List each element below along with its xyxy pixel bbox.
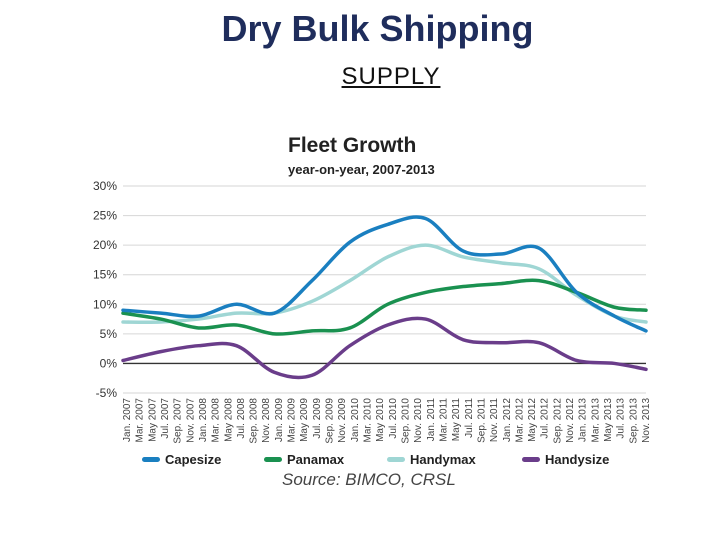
- x-tick-label: Jan. 2008: [198, 398, 209, 442]
- y-tick-label: 5%: [100, 327, 118, 341]
- x-tick-label: Nov. 2007: [185, 398, 196, 443]
- x-tick-label: Sep. 2007: [173, 398, 184, 444]
- legend-swatch-handysize: [522, 457, 540, 462]
- x-tick-label: Nov. 2012: [565, 398, 576, 443]
- y-tick-label: 15%: [93, 268, 117, 282]
- x-tick-label: May 2009: [299, 398, 310, 442]
- legend-label-panamax: Panamax: [287, 452, 345, 467]
- x-tick-label: Nov. 2010: [413, 398, 424, 443]
- x-tick-label: Nov. 2008: [261, 398, 272, 443]
- x-tick-label: Nov. 2013: [641, 398, 652, 443]
- x-tick-label: Jul. 2011: [464, 398, 475, 438]
- x-tick-label: Jan. 2009: [274, 398, 285, 442]
- x-tick-label: Jan. 2012: [502, 398, 513, 442]
- chart-subtitle: year-on-year, 2007-2013: [288, 162, 435, 177]
- legend-label-handysize: Handysize: [545, 452, 610, 467]
- x-tick-label: Jan. 2011: [426, 398, 437, 442]
- x-tick-label: Jan. 2007: [122, 398, 133, 442]
- x-tick-label: Mar. 2013: [590, 398, 601, 443]
- legend-swatch-panamax: [264, 457, 282, 462]
- x-tick-label: May 2011: [451, 398, 462, 442]
- y-tick-label: 0%: [100, 356, 118, 370]
- legend-swatch-handymax: [387, 457, 405, 462]
- x-tick-label: Mar. 2010: [363, 398, 374, 443]
- x-tick-label: Jul. 2012: [540, 398, 551, 439]
- series-line-panamax: [121, 278, 648, 336]
- x-tick-label: Mar. 2009: [287, 398, 298, 443]
- x-tick-label: Sep. 2011: [476, 398, 487, 443]
- x-tick-label: May 2013: [603, 398, 614, 442]
- x-tick-label: Jan. 2013: [578, 398, 589, 442]
- x-tick-label: Mar. 2011: [438, 398, 449, 442]
- x-tick-label: Sep. 2010: [400, 398, 411, 444]
- x-tick-label: Nov. 2009: [337, 398, 348, 443]
- x-tick-label: May 2007: [147, 398, 158, 442]
- y-tick-label: -5%: [96, 386, 118, 400]
- x-tick-label: Sep. 2008: [249, 398, 260, 444]
- x-tick-label: Jul. 2009: [312, 398, 323, 439]
- y-tick-label: 20%: [93, 238, 117, 252]
- x-tick-label: Sep. 2012: [552, 398, 563, 444]
- x-tick-label: May 2012: [527, 398, 538, 442]
- x-tick-label: May 2008: [223, 398, 234, 442]
- y-tick-label: 25%: [93, 209, 117, 223]
- y-tick-label: 10%: [93, 297, 117, 311]
- chart-source: Source: BIMCO, CRSL: [282, 470, 456, 489]
- legend-panamax: Panamax: [264, 452, 344, 467]
- x-tick-label: Jul. 2007: [160, 398, 171, 439]
- x-tick-label: Sep. 2013: [628, 398, 639, 444]
- legend-label-handymax: Handymax: [410, 452, 476, 467]
- y-tick-label: 30%: [93, 179, 117, 193]
- x-tick-label: Mar. 2008: [211, 398, 222, 443]
- series-line-handysize: [121, 316, 648, 380]
- x-tick-label: Mar. 2007: [135, 398, 146, 443]
- legend-swatch-capesize: [142, 457, 160, 462]
- slide-title: Dry Bulk Shipping: [221, 8, 534, 49]
- x-tick-label: Jul. 2008: [236, 398, 247, 439]
- series-line-capesize: [121, 215, 648, 333]
- slide-subtitle: SUPPLY: [341, 63, 441, 90]
- x-tick-label: Nov. 2011: [489, 398, 500, 443]
- x-tick-label: Sep. 2009: [325, 398, 336, 444]
- x-tick-label: May 2010: [375, 398, 386, 442]
- chart-title: Fleet Growth: [288, 134, 417, 157]
- legend-handymax: Handymax: [387, 452, 476, 467]
- x-tick-label: Jan. 2010: [350, 398, 361, 442]
- x-tick-label: Jul. 2010: [388, 398, 399, 439]
- x-tick-label: Mar. 2012: [514, 398, 525, 443]
- x-tick-label: Jul. 2013: [616, 398, 627, 439]
- legend-capesize: Capesize: [142, 452, 221, 467]
- legend-handysize: Handysize: [522, 452, 609, 467]
- legend-label-capesize: Capesize: [165, 452, 222, 467]
